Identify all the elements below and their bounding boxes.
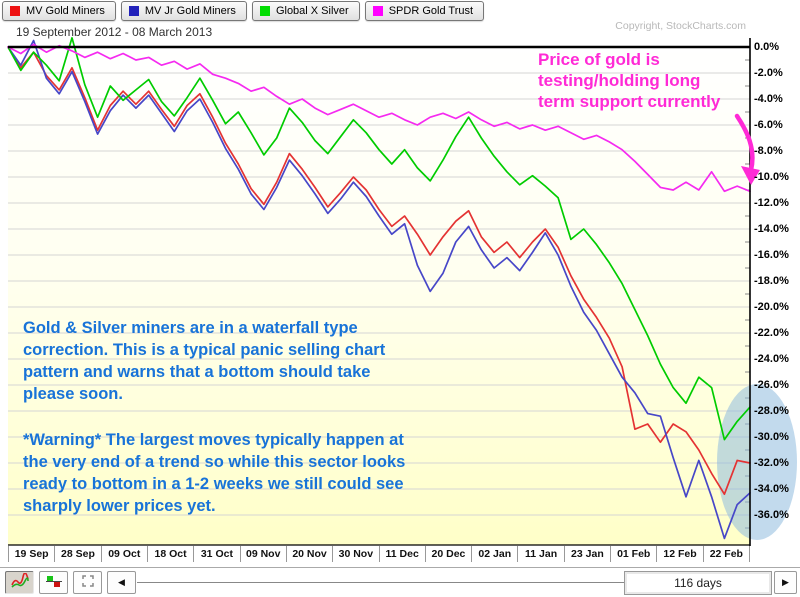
x-axis-label: 19 Sep xyxy=(8,546,54,562)
legend-item-mv-gold-miners[interactable]: MV Gold Miners xyxy=(2,1,116,21)
gridlines xyxy=(8,59,750,529)
histogram-mode-button[interactable] xyxy=(39,571,68,594)
performance-line-icon xyxy=(10,572,30,592)
x-axis-label: 11 Jan xyxy=(517,546,563,562)
annotation-line: Gold & Silver miners are in a waterfall … xyxy=(23,319,358,337)
y-axis-label: -14.0% xyxy=(754,223,789,235)
range-slider-thumb[interactable]: 116 days xyxy=(624,571,772,595)
x-axis-label: 20 Nov xyxy=(285,546,332,562)
y-axis-label: -30.0% xyxy=(754,431,789,443)
y-axis-label: -10.0% xyxy=(754,171,789,183)
legend-color-swatch xyxy=(10,6,20,16)
y-axis-label: -16.0% xyxy=(754,249,789,261)
y-axis-label: -12.0% xyxy=(754,197,789,209)
y-axis-label: -6.0% xyxy=(754,119,783,131)
legend-item-label: Global X Silver xyxy=(275,5,349,17)
y-axis-label: -24.0% xyxy=(754,353,789,365)
scroll-left-button[interactable]: ◀ xyxy=(107,571,136,594)
x-axis-label: 30 Nov xyxy=(332,546,378,562)
annotation-line: sharply lower prices yet. xyxy=(23,497,216,515)
x-axis-label: 09 Nov xyxy=(239,546,286,562)
legend-item-label: MV Jr Gold Miners xyxy=(144,5,236,17)
waterfall-correction-annotation: Gold & Silver miners are in a waterfall … xyxy=(23,317,385,405)
x-axis-label: 12 Feb xyxy=(656,546,702,562)
series-lines xyxy=(7,37,751,540)
series-line-mv-jr-gold-miners xyxy=(7,39,751,540)
series-line-mv-gold-miners xyxy=(7,46,751,496)
y-axis-label: -18.0% xyxy=(754,275,789,287)
legend-color-swatch xyxy=(128,6,139,16)
annotation-line: term support currently xyxy=(538,92,721,111)
warning-annotation: *Warning* The largest moves typically ha… xyxy=(23,429,405,517)
y-axis-label: 0.0% xyxy=(754,41,780,53)
legend-item-label: MV Gold Miners xyxy=(26,5,105,17)
line-chart-mode-button[interactable] xyxy=(5,571,34,594)
x-axis-label: 09 Oct xyxy=(100,546,147,562)
x-axis-label: 22 Feb xyxy=(702,546,750,562)
range-slider-track[interactable] xyxy=(137,582,624,583)
y-axis-label: -34.0% xyxy=(754,483,789,495)
y-axis-label: -28.0% xyxy=(754,405,789,417)
expand-icon xyxy=(78,573,98,592)
legend-item-label: SPDR Gold Trust xyxy=(388,5,474,17)
x-axis-label: 23 Jan xyxy=(563,546,610,562)
y-axis-label: -36.0% xyxy=(754,509,789,521)
legend-color-swatch xyxy=(372,6,383,16)
copyright-text: Copyright, StockCharts.com xyxy=(615,20,746,32)
gold-support-annotation: Price of gold is testing/holding long term… xyxy=(538,49,720,112)
x-axis-label: 28 Sep xyxy=(54,546,100,562)
annotation-line: please soon. xyxy=(23,385,123,403)
legend-bar: MV Gold Miners MV Jr Gold Miners Global X … xyxy=(2,1,485,21)
series-line-spdr-gold-trust xyxy=(7,43,751,193)
y-axis-label: -8.0% xyxy=(754,145,783,157)
annotation-line: pattern and warns that a bottom should t… xyxy=(23,363,371,381)
legend-item-global-x-silver[interactable]: Global X Silver xyxy=(251,1,360,21)
x-axis-label: 11 Dec xyxy=(378,546,425,562)
axes xyxy=(8,38,751,546)
x-axis-labels: 19 Sep 28 Sep 09 Oct 18 Oct 31 Oct 09 Nov 20 N… xyxy=(8,546,750,562)
legend-item-spdr-gold-trust[interactable]: SPDR Gold Trust xyxy=(364,1,485,21)
annotation-line: correction. This is a typical panic sell… xyxy=(23,341,386,359)
x-axis-label: 20 Dec xyxy=(424,546,471,562)
fullscreen-button[interactable] xyxy=(73,571,102,594)
annotation-line: *Warning* The largest moves typically ha… xyxy=(23,431,404,449)
y-axis-label: -2.0% xyxy=(754,67,783,79)
y-axis-label: -20.0% xyxy=(754,301,789,313)
x-axis-label: 31 Oct xyxy=(193,546,239,562)
annotation-line: Price of gold is xyxy=(538,50,660,69)
chart-toolbar: ◀ 116 days ▶ xyxy=(0,567,800,597)
y-axis-label: -26.0% xyxy=(754,379,789,391)
histogram-icon xyxy=(44,573,64,592)
annotation-line: ready to bottom in a 1-2 weeks we still … xyxy=(23,475,404,493)
y-axis-label: -22.0% xyxy=(754,327,789,339)
legend-color-swatch xyxy=(259,6,270,16)
x-axis-label: 01 Feb xyxy=(610,546,656,562)
range-label: 116 days xyxy=(674,576,722,590)
plot-background xyxy=(8,47,750,545)
y-axis-label: -4.0% xyxy=(754,93,783,105)
gold-support-arrow xyxy=(734,113,760,185)
scroll-right-icon: ▶ xyxy=(782,577,789,587)
annotation-line: the very end of a trend so while this se… xyxy=(23,453,406,471)
legend-item-mv-jr-gold-miners[interactable]: MV Jr Gold Miners xyxy=(120,1,247,21)
annotation-line: testing/holding long xyxy=(538,71,701,90)
chart-date-range: 19 September 2012 - 08 March 2013 xyxy=(16,25,213,39)
series-line-global-x-silver xyxy=(7,37,751,441)
x-axis-label: 02 Jan xyxy=(471,546,517,562)
x-axis-label: 18 Oct xyxy=(146,546,193,562)
y-axis-label: -32.0% xyxy=(754,457,789,469)
scroll-right-button[interactable]: ▶ xyxy=(774,571,797,594)
scroll-left-icon: ◀ xyxy=(118,577,125,587)
